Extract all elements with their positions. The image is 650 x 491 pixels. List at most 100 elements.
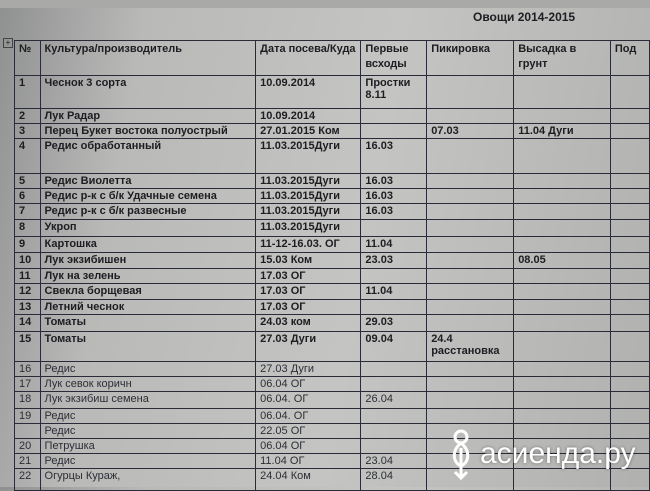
table-cell[interactable] (426, 75, 515, 109)
table-cell[interactable] (513, 173, 611, 189)
table-cell[interactable]: 20 (14, 438, 41, 454)
table-cell[interactable] (609, 314, 650, 332)
table-cell[interactable] (609, 361, 650, 377)
table-cell[interactable]: Лук экзибишен (39, 252, 257, 269)
table-cell[interactable] (360, 438, 428, 454)
table-cell[interactable] (513, 376, 611, 392)
table-cell[interactable]: 29.03 (360, 314, 428, 332)
table-cell[interactable] (426, 391, 515, 409)
table-cell[interactable]: 24.03 ком (255, 314, 362, 332)
table-cell[interactable] (426, 203, 515, 220)
table-cell[interactable]: 13 (14, 299, 41, 315)
table-cell[interactable] (426, 138, 515, 174)
table-cell[interactable]: 07.03 (426, 123, 515, 139)
table-cell[interactable]: 15.03 Ком (255, 252, 362, 269)
table-cell[interactable]: 21 (14, 453, 41, 469)
table-cell[interactable] (14, 423, 41, 439)
table-cell[interactable]: 10.09.2014 (255, 75, 362, 109)
table-cell[interactable] (360, 268, 428, 284)
table-cell[interactable]: Редис (39, 453, 257, 469)
table-cell[interactable]: 11.03.2015Дуги (255, 173, 362, 189)
table-cell[interactable] (609, 138, 650, 174)
table-cell[interactable]: 16.03 (360, 138, 428, 174)
table-cell[interactable] (609, 173, 650, 189)
table-cell[interactable] (426, 219, 515, 237)
table-cell[interactable]: 2 (14, 108, 41, 124)
table-cell[interactable]: Огурцы Кураж, (39, 468, 257, 491)
table-cell[interactable] (513, 361, 611, 377)
table-cell[interactable] (360, 219, 428, 237)
table-cell[interactable]: 10 (14, 252, 41, 269)
table-cell[interactable]: Простки 8.11 (360, 75, 428, 109)
table-cell[interactable] (426, 376, 515, 392)
table-cell[interactable] (609, 203, 650, 220)
table-cell[interactable] (609, 75, 650, 109)
table-cell[interactable] (426, 268, 515, 284)
table-cell[interactable]: 17.03 ОГ (255, 299, 362, 315)
table-cell[interactable] (609, 108, 650, 124)
table-cell[interactable] (609, 283, 650, 300)
table-cell[interactable] (360, 123, 428, 139)
table-cell[interactable] (426, 299, 515, 315)
table-cell[interactable] (426, 188, 515, 204)
table-cell[interactable]: 5 (14, 173, 41, 189)
table-cell[interactable]: Редис (39, 423, 257, 439)
table-cell[interactable] (609, 376, 650, 392)
table-cell[interactable]: 11.03.2015Дуги (255, 188, 362, 204)
table-cell[interactable] (426, 252, 515, 269)
table-cell[interactable]: Редис р-к с б/к Удачные семена (39, 188, 257, 204)
table-cell[interactable]: 1 (14, 75, 41, 109)
table-cell[interactable]: Редис обработанный (39, 138, 257, 174)
table-cell[interactable]: 14 (14, 314, 41, 332)
table-cell[interactable]: Укроп (39, 219, 257, 237)
table-cell[interactable]: 6 (14, 188, 41, 204)
table-cell[interactable]: 9 (14, 236, 41, 253)
table-cell[interactable]: 18 (14, 391, 41, 409)
table-cell[interactable]: 17.03 ОГ (255, 283, 362, 300)
table-cell[interactable] (513, 299, 611, 315)
table-cell[interactable]: 11.03.2015Дуги (255, 138, 362, 174)
table-cell[interactable] (513, 138, 611, 174)
table-cell[interactable]: Лук на зелень (39, 268, 257, 284)
table-cell[interactable]: 16.03 (360, 203, 428, 220)
table-cell[interactable]: 09.04 (360, 331, 428, 362)
table-cell[interactable] (426, 314, 515, 332)
table-cell[interactable] (360, 299, 428, 315)
table-cell[interactable]: 12 (14, 283, 41, 300)
table-cell[interactable] (426, 108, 515, 124)
table-cell[interactable] (609, 252, 650, 269)
table-cell[interactable] (360, 423, 428, 439)
table-cell[interactable]: Редис (39, 361, 257, 377)
table-cell[interactable]: Редис р-к с б/к развесные (39, 203, 257, 220)
table-cell[interactable]: 11-12-16.03. ОГ (255, 236, 362, 253)
table-cell[interactable]: 4 (14, 138, 41, 174)
table-cell[interactable]: 06.04. ОГ (255, 408, 362, 424)
table-cell[interactable]: Томаты (39, 314, 257, 332)
table-cell[interactable]: 28.04 (360, 468, 428, 491)
table-cell[interactable] (513, 314, 611, 332)
table-move-handle-icon[interactable]: + (3, 38, 13, 48)
table-cell[interactable] (513, 75, 611, 109)
table-cell[interactable] (609, 268, 650, 284)
table-cell[interactable]: 22 (14, 468, 41, 491)
table-cell[interactable]: 11.04 (360, 283, 428, 300)
table-cell[interactable] (360, 408, 428, 424)
table-cell[interactable]: 26.04 (360, 391, 428, 409)
table-cell[interactable]: Лук Радар (39, 108, 257, 124)
table-cell[interactable] (513, 219, 611, 237)
table-cell[interactable] (513, 391, 611, 409)
table-cell[interactable]: 23.03 (360, 252, 428, 269)
table-cell[interactable] (513, 203, 611, 220)
table-cell[interactable]: 11.04 Дуги (513, 123, 611, 139)
table-cell[interactable]: 27.03 Дуги (255, 361, 362, 377)
table-cell[interactable]: 7 (14, 203, 41, 220)
table-cell[interactable] (609, 123, 650, 139)
table-cell[interactable]: 24.4 расстановка (426, 331, 515, 362)
table-cell[interactable]: 06.04. ОГ (255, 391, 362, 409)
table-cell[interactable] (426, 361, 515, 377)
table-cell[interactable]: 17 (14, 376, 41, 392)
table-cell[interactable]: 11.04 (360, 236, 428, 253)
table-cell[interactable]: Петрушка (39, 438, 257, 454)
table-cell[interactable] (513, 408, 611, 424)
table-cell[interactable]: Редис (39, 408, 257, 424)
